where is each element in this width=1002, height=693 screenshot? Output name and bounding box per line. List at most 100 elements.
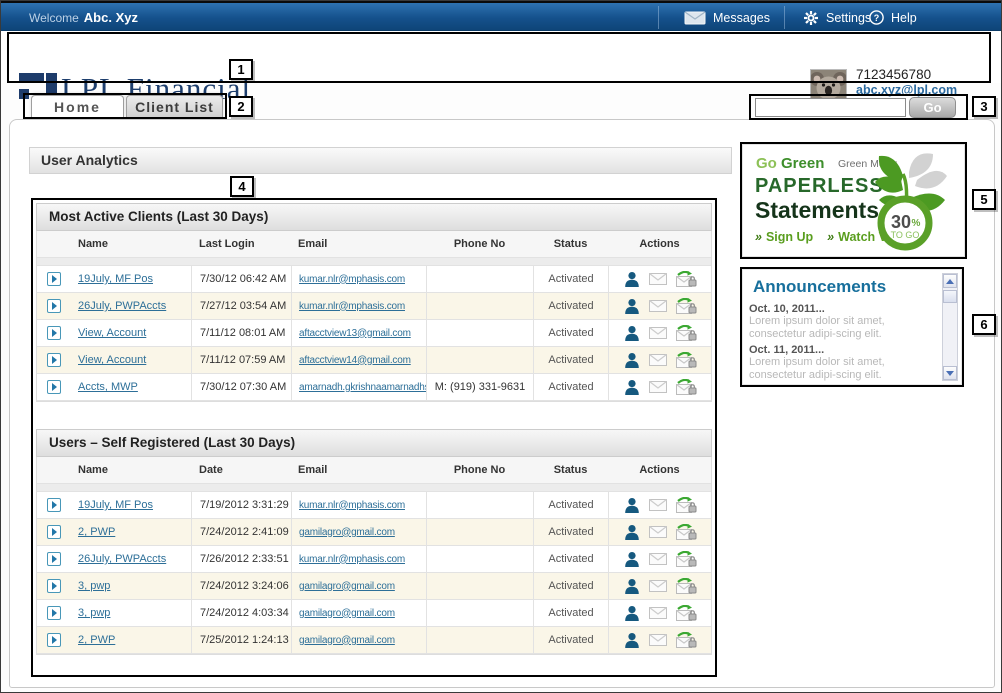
email-link[interactable]: gamilagro@gmail.com	[299, 635, 395, 646]
search-go-button[interactable]: Go	[909, 97, 956, 118]
callout-3: 3	[972, 96, 996, 117]
send-email-action-icon[interactable]	[649, 354, 667, 366]
profile-action-icon[interactable]	[624, 379, 640, 395]
search-input[interactable]	[755, 98, 906, 117]
email-link[interactable]: kumar.nlr@mphasis.com	[299, 500, 405, 511]
date-value: 7/24/2012 4:03:34 PM	[200, 607, 291, 619]
expand-row-button[interactable]	[47, 326, 61, 340]
expand-row-button[interactable]	[47, 633, 61, 647]
messages-button[interactable]: Messages	[684, 3, 770, 32]
last-login-value: 7/11/12 08:01 AM	[200, 327, 285, 339]
resend-activation-action-icon[interactable]	[676, 271, 697, 287]
col-actions: Actions	[608, 457, 711, 483]
table-row: 3, pwp 7/24/2012 4:03:34 PM gamilagro@gm…	[37, 600, 711, 627]
profile-action-icon[interactable]	[624, 352, 640, 368]
send-email-action-icon[interactable]	[649, 607, 667, 619]
callout-5: 5	[972, 189, 996, 210]
email-link[interactable]: aftacctview14@gmail.com	[299, 355, 411, 366]
resend-activation-action-icon[interactable]	[676, 605, 697, 621]
expand-row-button[interactable]	[47, 606, 61, 620]
expand-row-button[interactable]	[47, 272, 61, 286]
profile-action-icon[interactable]	[624, 605, 640, 621]
client-name-link[interactable]: 3, pwp	[78, 607, 110, 619]
announcements-list: Oct. 10, 2011... Lorem ipsum dolor sit a…	[749, 303, 937, 385]
resend-activation-action-icon[interactable]	[676, 298, 697, 314]
profile-action-icon[interactable]	[624, 271, 640, 287]
expand-row-button[interactable]	[47, 380, 61, 394]
email-link[interactable]: gamilagro@gmail.com	[299, 581, 395, 592]
send-email-action-icon[interactable]	[649, 300, 667, 312]
callout-6: 6	[972, 314, 996, 335]
send-email-action-icon[interactable]	[649, 381, 667, 393]
expand-row-button[interactable]	[47, 579, 61, 593]
client-name-link[interactable]: 3, pwp	[78, 580, 110, 592]
email-link[interactable]: kumar.nlr@mphasis.com	[299, 274, 405, 285]
help-button[interactable]: ? Help	[869, 3, 917, 32]
resend-activation-action-icon[interactable]	[676, 632, 697, 648]
announcement-date: Oct. 11, 2011...	[749, 344, 937, 356]
table-row: 2, PWP 7/24/2012 2:41:09 PM gamilagro@gm…	[37, 519, 711, 546]
help-icon: ?	[869, 10, 884, 25]
email-link[interactable]: amarnadh.gkrishnaamarnadhs	[299, 382, 426, 393]
settings-button[interactable]: Settings	[803, 3, 871, 32]
resend-activation-action-icon[interactable]	[676, 497, 697, 513]
client-name-link[interactable]: Accts, MWP	[78, 381, 138, 393]
email-link[interactable]: kumar.nlr@mphasis.com	[299, 554, 405, 565]
col-status: Status	[533, 457, 608, 483]
client-name-link[interactable]: 19July, MF Pos	[78, 273, 153, 285]
profile-action-icon[interactable]	[624, 632, 640, 648]
table-row: Accts, MWP 7/30/12 07:30 AM amarnadh.gkr…	[37, 374, 711, 401]
expand-row-button[interactable]	[47, 525, 61, 539]
send-email-action-icon[interactable]	[649, 499, 667, 511]
scroll-down-button[interactable]	[943, 366, 957, 380]
announcements-scrollbar[interactable]	[942, 273, 958, 381]
client-name-link[interactable]: View, Account	[78, 354, 146, 366]
status-value: Activated	[548, 607, 593, 619]
tab-client-list[interactable]: Client List	[126, 95, 223, 119]
expand-row-button[interactable]	[47, 353, 61, 367]
send-email-action-icon[interactable]	[649, 553, 667, 565]
sign-up-link[interactable]: »Sign Up	[755, 230, 813, 244]
email-link[interactable]: gamilagro@gmail.com	[299, 608, 395, 619]
email-link[interactable]: aftacctview13@gmail.com	[299, 328, 411, 339]
resend-activation-action-icon[interactable]	[676, 325, 697, 341]
profile-action-icon[interactable]	[624, 325, 640, 341]
send-email-action-icon[interactable]	[649, 580, 667, 592]
client-name-link[interactable]: View, Account	[78, 327, 146, 339]
table-row: 2, PWP 7/25/2012 1:24:13 PM gamilagro@gm…	[37, 627, 711, 654]
resend-activation-action-icon[interactable]	[676, 524, 697, 540]
resend-activation-action-icon[interactable]	[676, 551, 697, 567]
expand-row-button[interactable]	[47, 498, 61, 512]
user-analytics-tables: Most Active Clients (Last 30 Days) Name …	[31, 198, 717, 677]
send-email-action-icon[interactable]	[649, 327, 667, 339]
resend-activation-action-icon[interactable]	[676, 379, 697, 395]
contact-email-link[interactable]: abc.xyz@lpl.com	[856, 83, 957, 97]
profile-action-icon[interactable]	[624, 578, 640, 594]
email-link[interactable]: gamilagro@gmail.com	[299, 527, 395, 538]
email-link[interactable]: kumar.nlr@mphasis.com	[299, 301, 405, 312]
resend-activation-action-icon[interactable]	[676, 578, 697, 594]
client-name-link[interactable]: 26July, PWPAccts	[78, 553, 166, 565]
status-value: Activated	[548, 634, 593, 646]
status-value: Activated	[548, 580, 593, 592]
profile-action-icon[interactable]	[624, 551, 640, 567]
scrollbar-thumb[interactable]	[943, 290, 957, 303]
section-title: Users – Self Registered (Last 30 Days)	[36, 429, 712, 457]
send-email-action-icon[interactable]	[649, 273, 667, 285]
expand-row-button[interactable]	[47, 299, 61, 313]
profile-action-icon[interactable]	[624, 497, 640, 513]
client-name-link[interactable]: 19July, MF Pos	[78, 499, 153, 511]
send-email-action-icon[interactable]	[649, 634, 667, 646]
expand-row-button[interactable]	[47, 552, 61, 566]
profile-action-icon[interactable]	[624, 524, 640, 540]
scroll-up-button[interactable]	[943, 274, 957, 288]
tab-home[interactable]: Home	[31, 95, 124, 119]
client-name-link[interactable]: 2, PWP	[78, 526, 115, 538]
client-name-link[interactable]: 26July, PWPAccts	[78, 300, 166, 312]
resend-activation-action-icon[interactable]	[676, 352, 697, 368]
profile-action-icon[interactable]	[624, 298, 640, 314]
self-registered-rows: 19July, MF Pos 7/19/2012 3:31:29 AM kuma…	[37, 492, 711, 654]
welcome-text: WelcomeAbc. Xyz	[29, 10, 138, 25]
client-name-link[interactable]: 2, PWP	[78, 634, 115, 646]
send-email-action-icon[interactable]	[649, 526, 667, 538]
